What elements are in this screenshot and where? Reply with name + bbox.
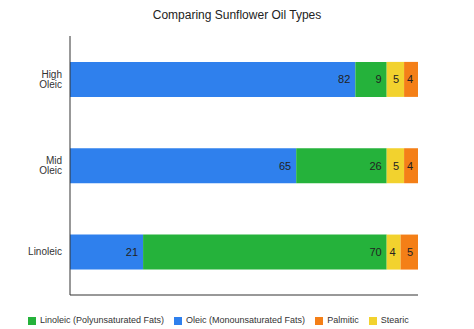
html-text:Linoleic (Polyunsaturated Fats: Linoleic (Polyunsaturated Fats): [40, 315, 165, 325]
svg-text:HighOleic: HighOleic: [39, 69, 62, 90]
svg-text:4: 4: [407, 160, 413, 172]
svg-text:5: 5: [407, 246, 413, 258]
svg-text:Linoleic: Linoleic: [28, 246, 62, 257]
html-text:Oleic (Monounsaturated Fats): Oleic (Monounsaturated Fats): [186, 315, 306, 325]
svg-text:82: 82: [338, 73, 350, 85]
html-text:Stearic: Stearic: [380, 315, 409, 325]
html-text:Palmitic: Palmitic: [327, 315, 359, 325]
html-text:Comparing Sunflower Oil Types: Comparing Sunflower Oil Types: [152, 8, 322, 22]
svg-text:4: 4: [407, 73, 413, 85]
svg-text:26: 26: [369, 160, 381, 172]
svg-text:5: 5: [393, 73, 399, 85]
svg-text:9: 9: [376, 73, 382, 85]
svg-text:65: 65: [279, 160, 291, 172]
svg-text:21: 21: [126, 246, 138, 258]
svg-text:70: 70: [369, 246, 381, 258]
svg-text:5: 5: [393, 160, 399, 172]
svg-text:MidOleic: MidOleic: [39, 155, 62, 176]
svg-text:4: 4: [389, 246, 395, 258]
